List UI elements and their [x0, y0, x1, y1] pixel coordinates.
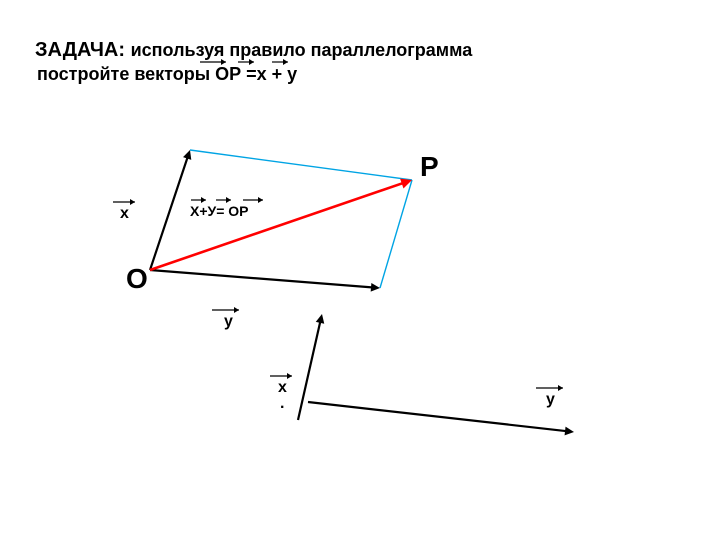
guide-AP — [190, 150, 412, 180]
free-label-x: х — [278, 379, 287, 396]
free-vector-y-head — [565, 427, 574, 436]
title-line2: постройте векторы ОР =х + у — [37, 64, 297, 84]
label-P: Р — [420, 151, 439, 182]
over-arrow-head — [258, 197, 263, 203]
free-vector-x-line — [298, 319, 321, 420]
free-label-y: у — [546, 391, 555, 408]
free-vector-x-head — [316, 314, 324, 324]
title-line1: ЗАДАЧА: используя правило параллелограмм… — [35, 39, 473, 61]
side-label-y: у — [224, 313, 233, 330]
vector-OB-line — [150, 270, 375, 288]
over-arrow-head — [130, 199, 135, 205]
vector-OP-line — [150, 182, 406, 270]
side-label-x: х — [120, 205, 129, 222]
vector-OA-line — [150, 155, 188, 270]
label-O: О — [126, 263, 148, 294]
over-arrow-head — [287, 373, 292, 379]
guide-BP — [380, 180, 412, 288]
free-vector-y-line — [308, 402, 569, 431]
over-arrow-head — [558, 385, 563, 391]
free-dot-label: . — [280, 395, 284, 412]
sum-label: Х+У= ОР — [190, 203, 249, 219]
vector-OB-head — [371, 283, 380, 292]
over-arrow-head — [234, 307, 239, 313]
vector-OA-head — [183, 150, 191, 160]
